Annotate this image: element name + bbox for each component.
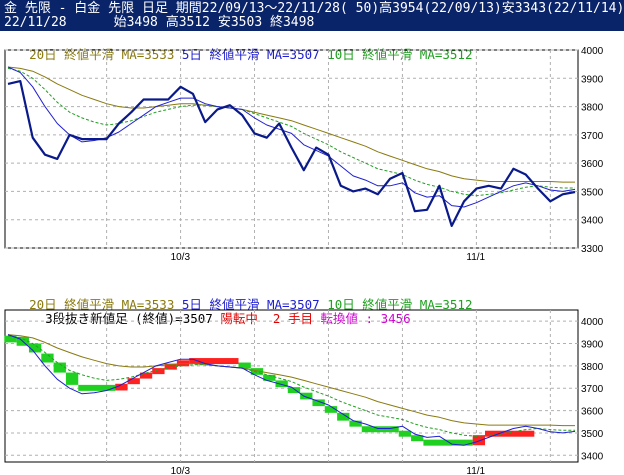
y-tick-label: 3900 bbox=[581, 74, 604, 85]
y-tick-label: 3600 bbox=[581, 407, 604, 418]
down-block bbox=[65, 372, 79, 385]
down-block bbox=[300, 392, 313, 400]
down-block bbox=[337, 412, 350, 421]
y-tick-label: 3800 bbox=[581, 103, 604, 114]
down-block bbox=[361, 426, 399, 433]
series-line bbox=[7, 79, 576, 227]
plot-frame-1 bbox=[4, 309, 579, 463]
y-tick-label: 3700 bbox=[581, 384, 604, 395]
up-block bbox=[152, 368, 165, 375]
up-block bbox=[139, 372, 153, 379]
down-block bbox=[4, 335, 17, 343]
series-line bbox=[7, 66, 575, 183]
down-block bbox=[423, 439, 473, 446]
legend-top: 20日 終値平滑 MA=3533 5日 終値平滑 MA=3507 10日 終値平… bbox=[14, 34, 472, 62]
up-block bbox=[485, 430, 535, 437]
plot-frame-0 bbox=[4, 49, 579, 249]
y-tick-label: 3700 bbox=[581, 131, 604, 142]
y-tick-label: 3500 bbox=[581, 429, 604, 440]
legend-kagi: 3段抜き新値足 (終値)=3507 陽転中 2 手目 転換値 : 3456 bbox=[30, 298, 411, 326]
y-tick-label: 4000 bbox=[581, 46, 604, 57]
down-block bbox=[411, 435, 424, 442]
header-line-ohlc: 22/11/28 始3498 高3512 安3503 終3498 bbox=[4, 15, 315, 30]
down-block bbox=[53, 362, 66, 373]
down-block bbox=[238, 362, 251, 369]
header-line-period: 金 先限 - 白金 先限 日足 期間22/09/13〜22/11/28( 50)… bbox=[4, 1, 624, 16]
down-block bbox=[287, 387, 301, 394]
up-block bbox=[472, 435, 486, 446]
legend-ma10: 10日 終値平滑 MA=3512 bbox=[327, 47, 473, 62]
up-block bbox=[115, 383, 128, 391]
up-block bbox=[164, 363, 177, 370]
y-tick-label: 3800 bbox=[581, 362, 604, 373]
y-tick-label: 3900 bbox=[581, 340, 604, 351]
reversal-label: 転換値 : 3456 bbox=[320, 311, 411, 326]
y-tick-label: 3400 bbox=[581, 451, 604, 462]
down-block bbox=[275, 380, 288, 388]
down-block bbox=[398, 430, 412, 437]
x-tick-label: 10/3 bbox=[171, 252, 191, 263]
up-block bbox=[189, 358, 239, 365]
series-line bbox=[7, 334, 576, 446]
y-tick-label: 3500 bbox=[581, 187, 604, 198]
chart-header: 金 先限 - 白金 先限 日足 期間22/09/13〜22/11/28( 50)… bbox=[0, 0, 624, 31]
down-block bbox=[263, 374, 276, 381]
legend-bottom: 20日 終値平滑 MA=3533 5日 終値平滑 MA=3507 10日 終値平… bbox=[14, 284, 472, 312]
x-tick-label: 11/1 bbox=[466, 466, 485, 475]
legend-ma20-bottom: 20日 終値平滑 MA=3533 bbox=[29, 297, 175, 312]
down-block bbox=[349, 420, 362, 427]
down-block bbox=[28, 343, 42, 353]
legend-ma20: 20日 終値平滑 MA=3533 bbox=[29, 47, 175, 62]
y-tick-label: 4000 bbox=[581, 317, 604, 328]
down-block bbox=[78, 384, 116, 391]
legend-ma5: 5日 終値平滑 MA=3507 bbox=[181, 47, 320, 62]
series-line bbox=[7, 335, 575, 437]
x-tick-label: 10/3 bbox=[171, 466, 191, 475]
count-label: 2 手目 bbox=[272, 311, 313, 326]
y-tick-label: 3300 bbox=[581, 244, 604, 255]
series-line bbox=[7, 67, 575, 197]
trend-label: 陽転中 bbox=[220, 311, 258, 326]
down-block bbox=[250, 368, 264, 375]
down-block bbox=[324, 406, 338, 413]
up-block bbox=[127, 378, 140, 385]
y-tick-label: 3600 bbox=[581, 159, 604, 170]
y-tick-label: 3400 bbox=[581, 216, 604, 227]
down-block bbox=[41, 353, 54, 363]
x-tick-label: 11/1 bbox=[466, 252, 485, 263]
legend-ma10-bottom: 10日 終値平滑 MA=3512 bbox=[327, 297, 473, 312]
down-block bbox=[312, 399, 325, 407]
legend-ma5-bottom: 5日 終値平滑 MA=3507 bbox=[181, 297, 320, 312]
series-line bbox=[7, 334, 575, 427]
